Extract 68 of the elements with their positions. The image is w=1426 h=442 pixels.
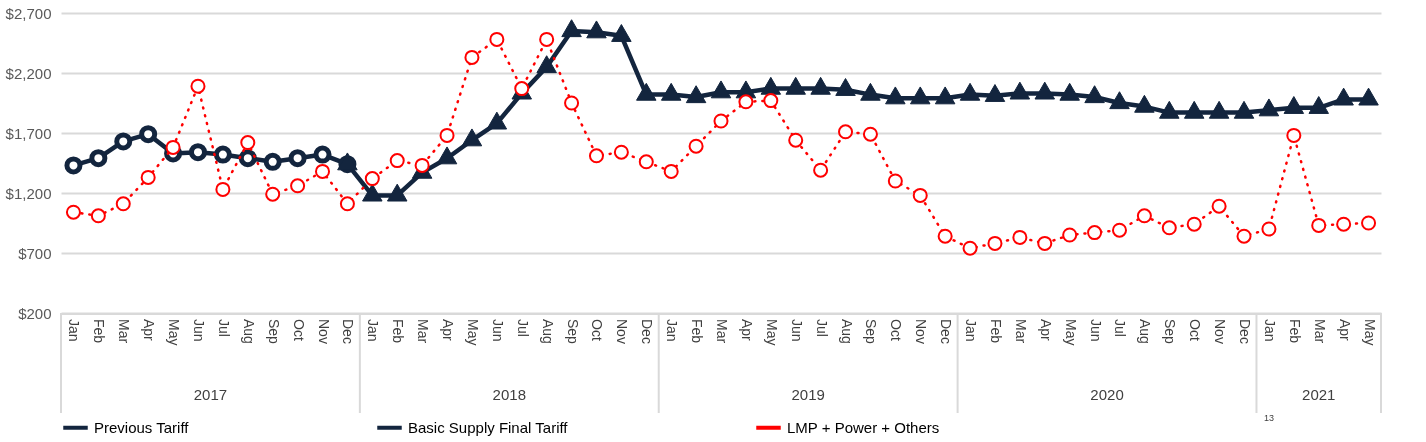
text: 2021 (1302, 386, 1336, 403)
y-tick-label: $700 (18, 244, 52, 262)
y-tick-label: $2,200 (5, 64, 52, 82)
x-tick-label: Feb (1286, 319, 1303, 344)
x-tick-label: Aug (240, 319, 257, 344)
x-tick-label: Aug (838, 319, 855, 344)
x-tick-label: Feb (91, 319, 108, 344)
x-tick-label: Apr (440, 319, 457, 342)
x-tick-label: Feb (689, 319, 706, 344)
x-tick-label: Sep (265, 319, 282, 345)
x-tick-label: Nov (1212, 319, 1229, 344)
x-tick-label: Apr (1037, 319, 1054, 342)
x-tick-label: Jul (215, 319, 232, 337)
x-tick-label: Nov (913, 319, 930, 344)
x-tick-label: Oct (589, 319, 606, 341)
x-tick-label: Mar (1311, 319, 1328, 344)
x-tick-label: Jul (813, 319, 830, 337)
x-tick-label: Jul (1112, 319, 1129, 337)
x-tick-label: Mar (1012, 319, 1029, 344)
legend-label: Previous Tariff (94, 418, 190, 436)
x-tick-label: Sep (1162, 319, 1179, 345)
x-tick-label: Feb (987, 319, 1004, 344)
x-tick-label: Jan (1261, 319, 1278, 342)
x-tick-label: Jan (66, 319, 83, 342)
x-tick-label: Sep (863, 319, 880, 345)
legend-label: Basic Supply Final Tariff (408, 418, 569, 436)
x-tick-label: Apr (738, 319, 755, 342)
text: 2020 (1090, 386, 1124, 403)
x-tick-label: Jun (788, 319, 805, 342)
x-tick-label: Dec (938, 319, 955, 344)
x-tick-label: Apr (1336, 319, 1353, 342)
x-tick-label: Jan (963, 319, 980, 342)
x-tick-label: Nov (315, 319, 332, 344)
x-tick-label: Mar (116, 319, 133, 344)
x-tick-label: Jun (190, 319, 207, 342)
y-tick-label: $2,700 (5, 4, 52, 22)
x-tick-label: Mar (415, 319, 432, 344)
x-tick-label: May (763, 319, 780, 346)
x-tick-label: May (1361, 319, 1378, 346)
x-tick-label: Mar (714, 319, 730, 344)
text: 13 (1263, 413, 1274, 423)
x-tick-label: Aug (539, 319, 556, 344)
x-tick-label: Feb (390, 319, 407, 344)
x-tick-label: Apr (141, 319, 158, 342)
x-tick-label: Dec (639, 319, 656, 344)
x-tick-label: Sep (564, 319, 581, 345)
x-tick-label: May (166, 319, 183, 346)
y-tick-label: $1,200 (5, 184, 52, 202)
x-tick-label: Jan (365, 319, 382, 342)
y-tick-label: $1,700 (5, 124, 52, 142)
x-tick-label: May (464, 319, 481, 346)
x-tick-label: Dec (1237, 319, 1254, 344)
x-tick-label: Oct (1187, 319, 1204, 341)
y-tick-label: $200 (18, 304, 52, 322)
legend-label: LMP + Power + Others (787, 418, 940, 436)
text: 2019 (791, 386, 825, 403)
x-tick-label: Aug (1137, 319, 1154, 344)
x-tick-label: May (1062, 319, 1079, 346)
x-tick-label: Jan (664, 319, 681, 342)
x-tick-label: Oct (290, 319, 307, 341)
x-tick-label: Dec (340, 319, 357, 344)
x-tick-label: Jun (489, 319, 506, 342)
x-tick-label: Jun (1087, 319, 1104, 342)
x-tick-label: Oct (888, 319, 905, 341)
text: 2017 (193, 386, 228, 403)
x-tick-label: Nov (614, 319, 631, 344)
x-tick-label: Jul (514, 319, 531, 337)
text: 2018 (492, 386, 526, 403)
